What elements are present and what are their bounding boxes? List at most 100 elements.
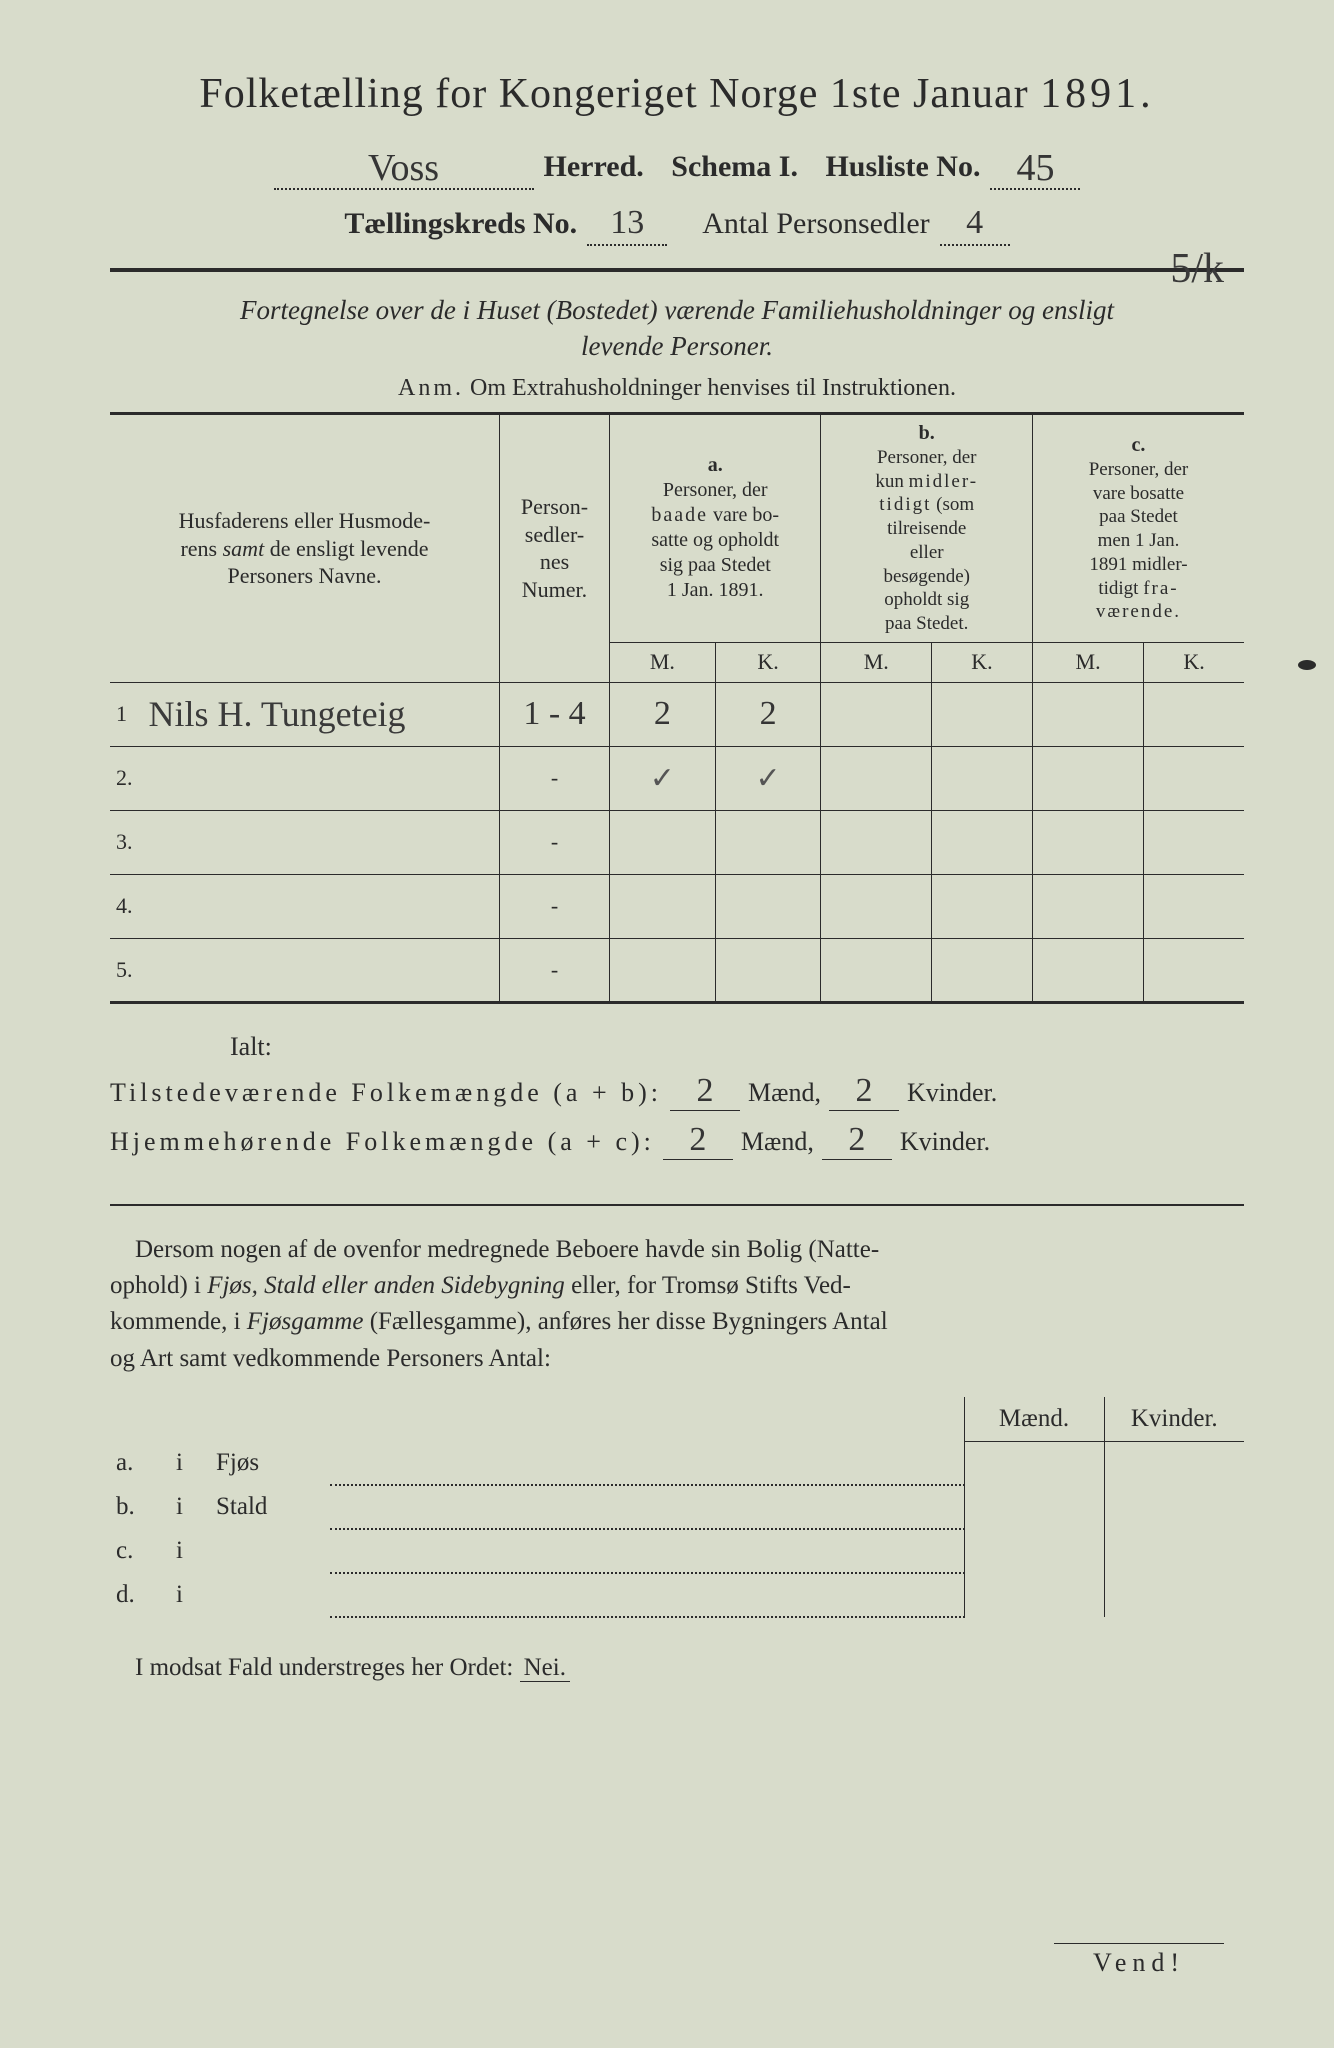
anm-label: Anm. xyxy=(398,375,464,401)
c-k-cell xyxy=(1144,874,1244,938)
bt-label-i: i xyxy=(170,1441,210,1485)
table-row: 3.- xyxy=(110,810,1244,874)
margin-note: 5/k xyxy=(1170,245,1224,293)
title-text: Folketælling for Kongeriget Norge 1ste J… xyxy=(199,71,1028,117)
bt-dotfill xyxy=(330,1441,964,1485)
c-m-cell xyxy=(1032,682,1143,746)
table-row: 4.- xyxy=(110,874,1244,938)
name-cell xyxy=(141,874,500,938)
paragraph: Dersom nogen af de ovenfor medregnede Be… xyxy=(110,1232,1244,1377)
caption-line-2: levende Personer. xyxy=(110,328,1244,364)
table-row: 2.-✓✓ xyxy=(110,746,1244,810)
num-cell: - xyxy=(500,874,610,938)
th-name: Husfaderens eller Husmode-rens samt de e… xyxy=(110,413,500,682)
herred-value: Voss xyxy=(368,147,439,189)
c-k-cell xyxy=(1144,938,1244,1002)
a-m-value: ✓ xyxy=(650,762,675,795)
th-a-m: M. xyxy=(610,642,716,682)
bt-k-cell xyxy=(1104,1529,1244,1573)
herred-field: Voss xyxy=(274,142,534,190)
caption-line-1: Fortegnelse over de i Huset (Bostedet) v… xyxy=(110,292,1244,328)
a-k-cell xyxy=(715,938,821,1002)
b-k-cell xyxy=(932,746,1033,810)
num-value: 1 - 4 xyxy=(523,695,585,732)
totals-block: Ialt: Tilstedeværende Folkemængde (a + b… xyxy=(110,1032,1244,1160)
c-m-cell xyxy=(1032,938,1143,1002)
b-k-cell xyxy=(932,938,1033,1002)
table-body: 1Nils H. Tungeteig1 - 4222.-✓✓3.-4.-5.- xyxy=(110,682,1244,1002)
bt-label-i: i xyxy=(170,1573,210,1617)
header-line-3: Tællingskreds No. 13 Antal Personsedler … xyxy=(110,204,1244,246)
tot1-k-field: 2 xyxy=(829,1072,899,1111)
num-value: - xyxy=(551,829,558,854)
table-caption: Fortegnelse over de i Huset (Bostedet) v… xyxy=(110,292,1244,365)
totals-row-2: Hjemmehørende Folkemængde (a + c): 2 Mæn… xyxy=(110,1121,1244,1160)
bottom-row: a.iFjøs xyxy=(110,1441,1244,1485)
anm-note: Anm. Om Extrahusholdninger henvises til … xyxy=(110,375,1244,402)
c-k-cell xyxy=(1144,810,1244,874)
husliste-value: 45 xyxy=(1016,147,1054,189)
row-number: 5. xyxy=(110,938,141,1002)
name-value: Nils H. Tungeteig xyxy=(149,694,406,734)
c-m-cell xyxy=(1032,810,1143,874)
tot2-maend: Mænd, xyxy=(741,1127,814,1157)
bt-m-cell xyxy=(964,1485,1104,1529)
rule-1 xyxy=(110,268,1244,272)
name-cell xyxy=(141,810,500,874)
nei-text: I modsat Fald understreges her Ordet: xyxy=(135,1654,513,1681)
tot2-m: 2 xyxy=(689,1121,706,1158)
bottom-row: b.iStald xyxy=(110,1485,1244,1529)
a-k-cell: 2 xyxy=(715,682,821,746)
c-m-cell xyxy=(1032,874,1143,938)
th-c-m: M. xyxy=(1032,642,1143,682)
bottom-table: Mænd. Kvinder. a.iFjøsb.iStaldc.id.i xyxy=(110,1397,1244,1619)
tot1-label: Tilstedeværende Folkemængde (a + b): xyxy=(110,1078,662,1108)
scan-mark-icon xyxy=(1298,660,1316,670)
th-b-label: b. xyxy=(829,421,1023,446)
name-cell xyxy=(141,746,500,810)
bt-label-i: i xyxy=(170,1485,210,1529)
a-k-cell xyxy=(715,874,821,938)
th-num: Person-sedler-nesNumer. xyxy=(500,413,610,682)
bt-text: Stald xyxy=(210,1485,330,1529)
bottom-row: d.i xyxy=(110,1573,1244,1617)
row-number: 1 xyxy=(110,682,141,746)
bt-label-a: d. xyxy=(110,1573,170,1617)
num-cell: - xyxy=(500,938,610,1002)
bt-k-cell xyxy=(1104,1573,1244,1617)
c-m-cell xyxy=(1032,746,1143,810)
a-m-value: 2 xyxy=(654,695,671,732)
num-cell: - xyxy=(500,746,610,810)
tot1-maend: Mænd, xyxy=(748,1078,821,1108)
tot2-kvinder: Kvinder. xyxy=(900,1127,990,1157)
b-m-cell xyxy=(821,874,932,938)
tot2-k: 2 xyxy=(848,1121,865,1158)
bt-kvinder: Kvinder. xyxy=(1104,1397,1244,1442)
a-m-cell: 2 xyxy=(610,682,716,746)
c-k-cell xyxy=(1144,746,1244,810)
bt-text xyxy=(210,1529,330,1573)
bt-k-cell xyxy=(1104,1441,1244,1485)
bt-maend: Mænd. xyxy=(964,1397,1104,1442)
b-k-cell xyxy=(932,874,1033,938)
tot1-kvinder: Kvinder. xyxy=(907,1078,997,1108)
a-k-cell: ✓ xyxy=(715,746,821,810)
a-k-value: ✓ xyxy=(756,762,781,795)
husliste-field: 45 xyxy=(990,142,1080,190)
b-k-cell xyxy=(932,682,1033,746)
a-m-cell: ✓ xyxy=(610,746,716,810)
a-m-cell xyxy=(610,938,716,1002)
table-row: 5. - xyxy=(110,938,1244,1002)
th-b-m: M. xyxy=(821,642,932,682)
nei-line: I modsat Fald understreges her Ordet: Ne… xyxy=(110,1654,1244,1682)
kreds-value: 13 xyxy=(610,204,644,241)
tot2-m-field: 2 xyxy=(663,1121,733,1160)
bt-dotfill xyxy=(330,1529,964,1573)
bt-label-a: a. xyxy=(110,1441,170,1485)
a-m-cell xyxy=(610,810,716,874)
main-title: Folketælling for Kongeriget Norge 1ste J… xyxy=(110,70,1244,118)
husliste-label: Husliste No. xyxy=(825,150,980,184)
bt-text xyxy=(210,1573,330,1617)
num-value: - xyxy=(551,893,558,918)
th-name-text: Husfaderens eller Husmode-rens samt de e… xyxy=(179,508,431,588)
